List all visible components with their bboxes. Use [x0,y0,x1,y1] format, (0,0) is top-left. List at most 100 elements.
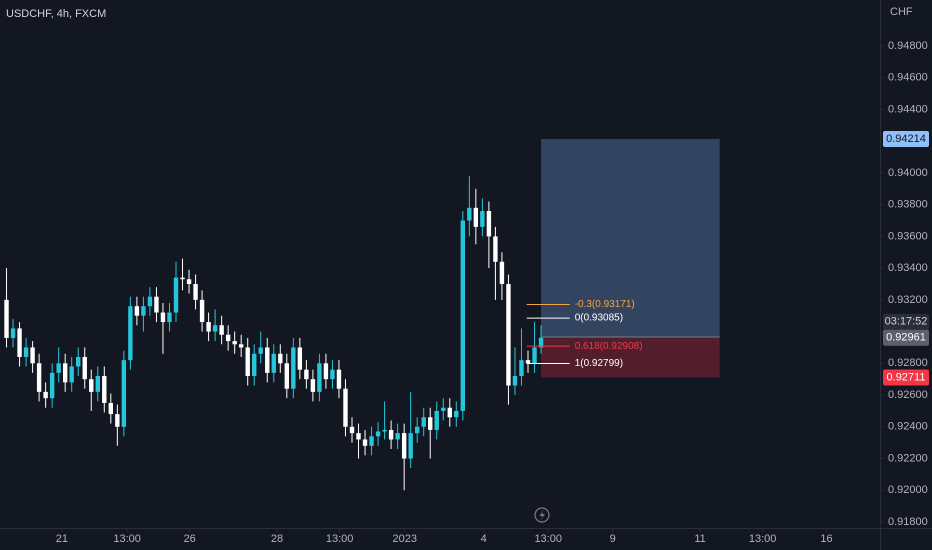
candle-body [506,283,511,386]
candle-body [180,277,185,280]
candle-body [212,325,218,332]
candle-body [493,236,498,262]
price-tag [883,130,929,147]
candle-body [160,312,166,323]
fib-label: -0.3(0.93171) [575,299,635,310]
candle-body [421,417,426,427]
candle-body [447,407,452,418]
y-tick-label: 0.92400 [888,421,928,433]
price-tag-label: 0.94214 [886,133,926,145]
y-tick-label: 0.92200 [888,452,928,464]
candle-body [82,356,87,380]
candle-body [349,426,355,434]
candle-body [154,296,159,313]
candle-body [147,296,153,307]
candle-body [141,306,146,316]
candle-body [23,347,29,357]
y-tick-label: 0.93600 [888,230,928,242]
candle-body [375,431,381,437]
candle-body [336,369,342,389]
x-tick-label: 13:00 [326,533,354,545]
candle-body [30,347,35,364]
candle-body [538,337,544,348]
x-tick-label: 4 [481,533,487,545]
candle-body [414,426,420,434]
candle-body [271,353,276,373]
y-tick-label: 0.94800 [888,40,928,52]
candle-body [454,410,459,418]
candle-body [369,436,374,446]
candle-body [362,439,368,446]
candle-body [343,388,348,427]
candle-body [232,341,237,345]
x-tick-label: 26 [184,533,196,545]
candle-body [167,312,172,323]
chart-title: USDCHF, 4h, FXCM [6,8,106,20]
candle-body [43,391,48,399]
candle-body [4,299,9,338]
candle-body [486,211,492,237]
y-tick-label: 0.91800 [888,516,928,528]
replay-icon[interactable] [534,507,550,523]
candle-body [356,433,361,440]
candle-body [36,363,42,392]
candle-body [388,429,394,440]
candle-body [297,347,303,370]
y-tick-label: 0.93800 [888,199,928,211]
fib-label: 0(0.93085) [575,313,623,324]
y-tick-label: 0.92000 [888,484,928,496]
candle-body [525,360,531,364]
stop-zone [541,336,720,378]
candle-body [480,211,485,227]
x-tick-label: 13:00 [534,533,562,545]
candle-body [258,347,263,354]
y-tick-label: 0.92600 [888,389,928,401]
candle-body [330,369,335,380]
icon-bolt [539,510,545,520]
candle-body [225,334,231,342]
candle-body [49,372,55,399]
candle-body [434,410,439,430]
candle-body [89,379,94,392]
candle-body [245,347,250,377]
candle-body [206,322,211,332]
y-tick-label: 0.94400 [888,103,928,115]
candle-body [473,207,479,227]
candle-body [304,369,309,380]
x-tick-label: 13:00 [749,533,777,545]
candle-body [284,363,290,389]
target-zone [541,138,720,337]
x-tick-label: 13:00 [113,533,141,545]
fib-label: 0.618(0.92908) [575,341,643,352]
candle-body [62,363,68,383]
currency-label: CHF [890,6,913,18]
fib-label: 1(0.92799) [575,358,623,369]
candle-body [128,306,133,361]
candle-body [408,433,413,459]
candle-body [115,414,120,427]
candle-body [238,344,244,348]
candle-body [173,277,179,313]
candle-body [519,360,524,377]
candle-body [134,306,140,316]
price-tag-label: 0.92711 [887,371,926,383]
candle-body [441,407,446,411]
candle-body [382,429,387,432]
x-tick-label: 11 [694,533,705,545]
candle-body [401,433,407,459]
y-tick-label: 0.92800 [888,357,928,369]
y-tick-label: 0.94000 [888,167,928,179]
x-tick-label: 21 [56,533,68,545]
x-tick-label: 16 [820,533,832,545]
candle-body [532,347,537,364]
candle-body [108,402,114,415]
candle-body [265,347,270,373]
candle-body [467,207,472,221]
candle-body [499,261,505,284]
candle-body [10,328,16,338]
price-tag-label: 0.92961 [886,332,926,344]
candle-body [310,379,316,392]
x-tick-label: 28 [271,533,283,545]
